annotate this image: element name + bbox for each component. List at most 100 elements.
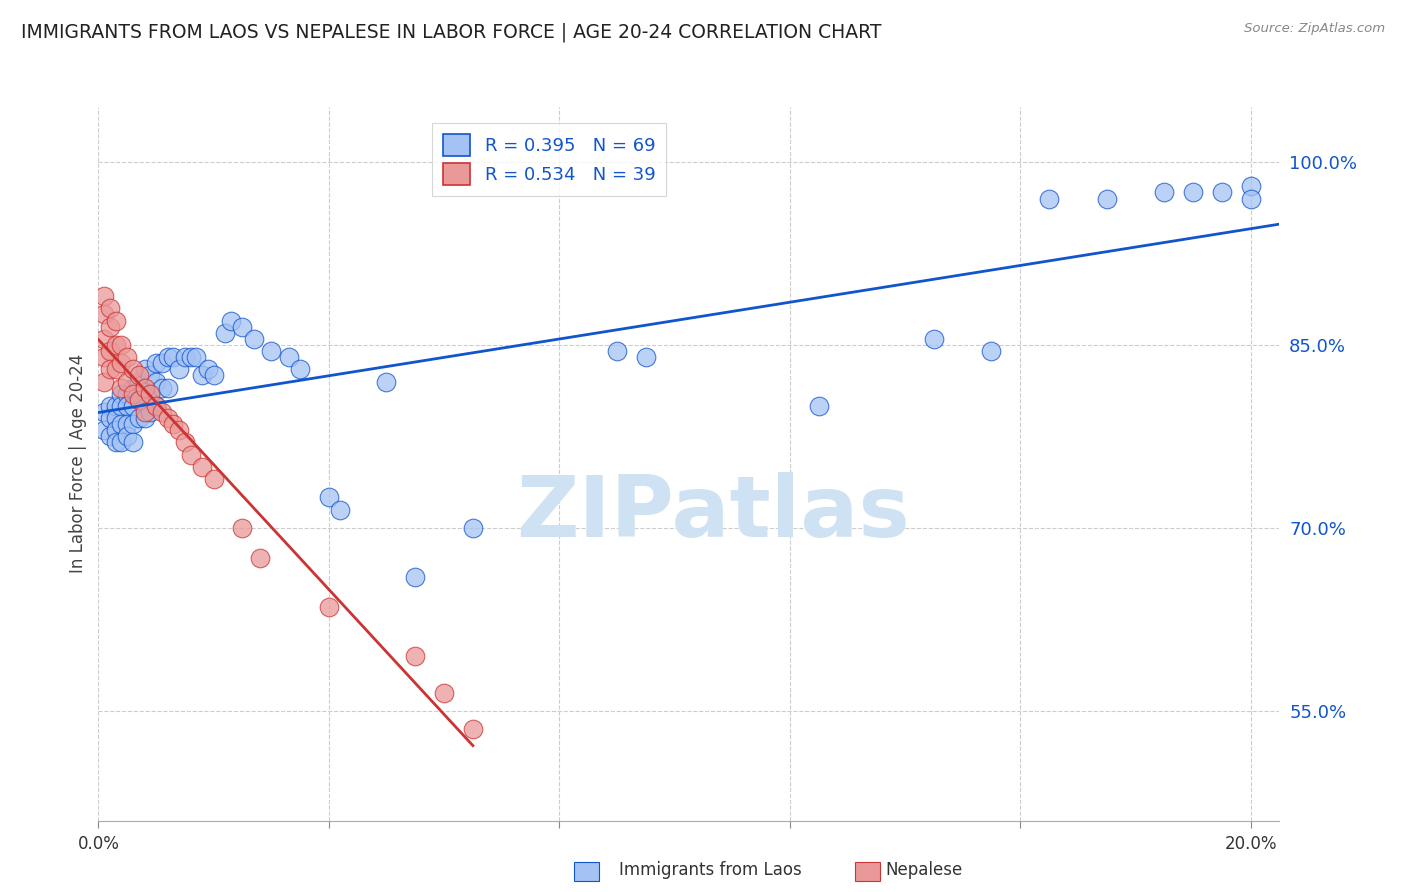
Point (156, 350, 179, 364)
Point (191, 459, 214, 474)
Point (93, 405, 115, 419)
Point (231, 319, 253, 334)
Point (260, 344, 283, 359)
Point (98, 429, 121, 443)
Point (98, 362, 121, 376)
Point (461, 521, 484, 535)
Text: 20.0%: 20.0% (1225, 835, 1277, 854)
Point (104, 399, 127, 413)
Point (128, 411, 150, 425)
Point (134, 405, 156, 419)
Point (329, 502, 352, 516)
Point (219, 313, 242, 327)
Point (231, 521, 253, 535)
Point (1038, 192, 1060, 206)
Point (134, 411, 156, 425)
Point (214, 326, 236, 340)
Point (404, 569, 426, 583)
Point (202, 368, 225, 383)
Point (1153, 186, 1175, 200)
Point (461, 722, 484, 736)
Point (122, 362, 145, 376)
Point (404, 648, 426, 663)
Point (139, 386, 162, 401)
Point (173, 350, 195, 364)
Point (980, 344, 1002, 359)
Point (156, 411, 179, 425)
Point (180, 350, 202, 364)
Point (115, 429, 138, 443)
Point (128, 375, 150, 389)
Point (98, 411, 121, 425)
Point (93, 423, 115, 437)
Point (134, 362, 156, 376)
Text: Source: ZipAtlas.com: Source: ZipAtlas.com (1244, 22, 1385, 36)
Text: 0.0%: 0.0% (77, 835, 120, 854)
Point (128, 368, 150, 383)
Point (115, 375, 138, 389)
Point (104, 423, 127, 437)
Point (173, 435, 195, 450)
Point (93, 350, 115, 364)
Point (634, 350, 657, 364)
Point (139, 368, 162, 383)
Point (104, 338, 127, 352)
Point (150, 356, 173, 370)
Point (98, 319, 121, 334)
Legend: R = 0.395   N = 69, R = 0.534   N = 39: R = 0.395 N = 69, R = 0.534 N = 39 (432, 123, 666, 196)
Point (807, 399, 830, 413)
Point (606, 344, 628, 359)
Point (318, 491, 340, 505)
Point (191, 368, 214, 383)
Point (162, 350, 184, 364)
Point (277, 350, 299, 364)
Point (98, 399, 121, 413)
Point (186, 350, 208, 364)
Point (145, 356, 167, 370)
Text: Nepalese: Nepalese (886, 861, 963, 879)
Point (202, 472, 225, 486)
Point (115, 350, 138, 364)
Point (1095, 192, 1118, 206)
Text: Immigrants from Laos: Immigrants from Laos (619, 861, 801, 879)
Point (167, 362, 190, 376)
Point (128, 392, 150, 407)
Point (1182, 186, 1205, 200)
Point (145, 399, 167, 413)
Point (922, 332, 945, 346)
Point (93, 375, 115, 389)
Point (122, 381, 145, 395)
Point (98, 344, 121, 359)
Point (128, 392, 150, 407)
Text: IMMIGRANTS FROM LAOS VS NEPALESE IN LABOR FORCE | AGE 20-24 CORRELATION CHART: IMMIGRANTS FROM LAOS VS NEPALESE IN LABO… (21, 22, 882, 42)
Point (110, 435, 132, 450)
Point (139, 386, 162, 401)
Point (375, 375, 398, 389)
Point (104, 362, 127, 376)
Point (318, 600, 340, 615)
Point (93, 307, 115, 321)
Point (104, 313, 127, 327)
Point (180, 448, 202, 462)
Point (433, 685, 456, 699)
Point (145, 399, 167, 413)
Point (110, 356, 132, 370)
Point (115, 399, 138, 413)
Point (288, 362, 311, 376)
Point (115, 417, 138, 432)
Point (1240, 179, 1263, 194)
Point (110, 417, 132, 432)
Point (110, 338, 132, 352)
Y-axis label: In Labor Force | Age 20-24: In Labor Force | Age 20-24 (69, 354, 87, 574)
Point (122, 417, 145, 432)
Point (93, 289, 115, 303)
Point (93, 332, 115, 346)
Point (145, 375, 167, 389)
Point (1211, 186, 1233, 200)
Point (139, 405, 162, 419)
Point (110, 381, 132, 395)
Point (1240, 192, 1263, 206)
Point (122, 386, 145, 401)
Point (249, 551, 271, 566)
Point (197, 362, 219, 376)
